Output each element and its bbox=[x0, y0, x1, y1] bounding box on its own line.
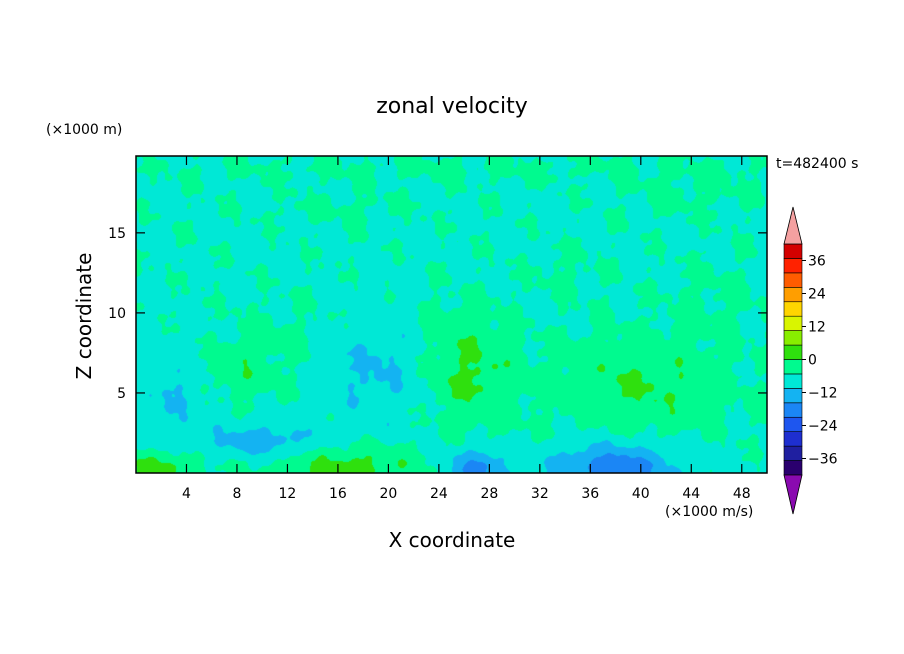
x-tick-label: 8 bbox=[232, 486, 241, 502]
colorbar-bin bbox=[783, 301, 803, 317]
x-tick-label: 20 bbox=[379, 486, 397, 502]
x-axis-label: X coordinate bbox=[389, 528, 516, 552]
x-unit-label: (×1000 m/s) bbox=[665, 504, 753, 520]
colorbar: 36 24 12 0 −12 −24 −36 bbox=[783, 206, 838, 515]
y-unit-label: (×1000 m) bbox=[46, 122, 122, 138]
x-tick-label: 4 bbox=[182, 486, 191, 502]
x-tick-label: 44 bbox=[682, 486, 700, 502]
y-axis-label: Z coordinate bbox=[72, 253, 96, 380]
y-axis: 5 10 15 bbox=[108, 226, 767, 402]
colorbar-bin bbox=[783, 445, 803, 461]
x-tick-label: 48 bbox=[733, 486, 751, 502]
colorbar-bin bbox=[783, 431, 803, 447]
colorbar-bin bbox=[783, 359, 803, 375]
colorbar-bin bbox=[783, 272, 803, 288]
y-tick-label: 5 bbox=[117, 386, 126, 402]
y-tick-label: 15 bbox=[108, 226, 126, 242]
colorbar-bin bbox=[783, 373, 803, 389]
colorbar-over-arrow bbox=[783, 206, 803, 245]
y-tick-label: 10 bbox=[108, 306, 126, 322]
colorbar-bin bbox=[783, 344, 803, 360]
colorbar-bin bbox=[783, 330, 803, 346]
plot-frame bbox=[135, 155, 768, 474]
x-tick-label: 24 bbox=[430, 486, 448, 502]
time-label: t=482400 s bbox=[776, 156, 858, 172]
colorbar-bin bbox=[783, 416, 803, 432]
x-tick-label: 12 bbox=[279, 486, 297, 502]
x-axis: 4 8 12 16 20 24 28 32 36 40 44 48 bbox=[182, 156, 751, 502]
plot-area bbox=[135, 155, 768, 474]
colorbar-bin bbox=[783, 258, 803, 274]
x-tick-label: 16 bbox=[329, 486, 347, 502]
x-tick-label: 32 bbox=[531, 486, 549, 502]
velocity-field bbox=[136, 156, 767, 473]
colorbar-label: −36 bbox=[808, 452, 838, 468]
colorbar-label: −24 bbox=[808, 419, 838, 435]
colorbar-label: 36 bbox=[808, 254, 826, 270]
colorbar-label: −12 bbox=[808, 386, 838, 402]
colorbar-bin bbox=[783, 315, 803, 331]
colorbar-under-arrow bbox=[783, 474, 803, 515]
colorbar-label: 0 bbox=[808, 353, 817, 369]
colorbar-bin bbox=[783, 402, 803, 418]
colorbar-label: 24 bbox=[808, 287, 826, 303]
colorbar-bin bbox=[783, 287, 803, 303]
colorbar-label: 12 bbox=[808, 320, 826, 336]
x-tick-label: 28 bbox=[480, 486, 498, 502]
colorbar-bin bbox=[783, 243, 803, 259]
colorbar-bin bbox=[783, 460, 803, 476]
x-tick-label: 36 bbox=[581, 486, 599, 502]
x-tick-label: 40 bbox=[632, 486, 650, 502]
colorbar-bin bbox=[783, 388, 803, 404]
chart-title: zonal velocity bbox=[376, 94, 528, 119]
